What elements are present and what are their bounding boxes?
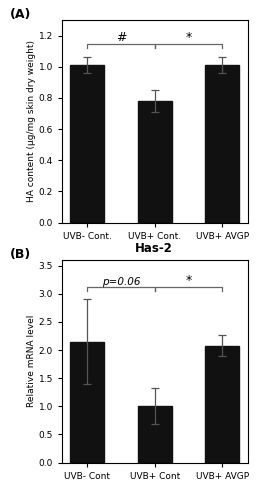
Text: *: * — [186, 274, 192, 287]
Text: (B): (B) — [10, 248, 31, 261]
Bar — [70, 65, 104, 222]
Text: *: * — [186, 31, 192, 44]
Bar — [138, 406, 172, 462]
Y-axis label: HA content (μg/mg skin dry weight): HA content (μg/mg skin dry weight) — [27, 40, 36, 202]
Text: Has-2: Has-2 — [135, 242, 172, 256]
Text: p=0.06: p=0.06 — [102, 277, 140, 287]
Text: (A): (A) — [10, 8, 31, 21]
Y-axis label: Relative mRNA level: Relative mRNA level — [27, 315, 36, 408]
Bar — [70, 342, 104, 462]
Bar — [138, 101, 172, 222]
Bar — [205, 65, 239, 222]
Text: #: # — [116, 31, 126, 44]
Bar — [205, 346, 239, 463]
